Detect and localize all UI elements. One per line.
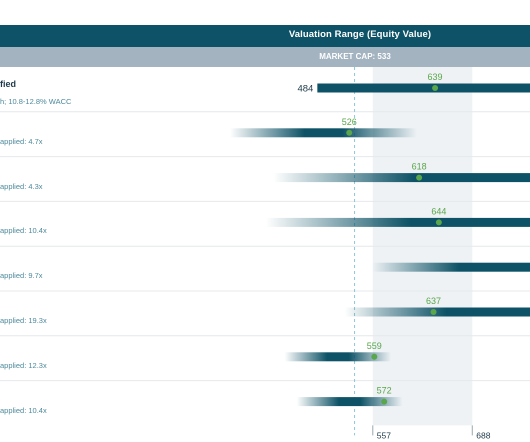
point-estimate-label: 637 [426,296,441,306]
market-cap-bar: MARKET CAP: 533 [0,47,530,67]
row-label: applied: 9.7x [0,271,43,281]
range-bar [284,352,392,362]
chart-title: Valuation Range (Equity Value) [288,29,432,40]
range-bar [265,217,530,227]
range-low-label: 484 [297,84,313,95]
point-estimate-marker [371,353,378,360]
row-label: h; 10.8-12.8% WACC [0,97,72,106]
range-bar [372,262,530,272]
range-bar [296,397,403,407]
row-label: applied: 10.4x [0,226,47,236]
range-bar [273,173,530,183]
point-estimate-label: 644 [431,206,446,216]
row-label: applied: 12.3x [0,360,47,370]
point-estimate-marker [432,85,439,91]
x-tick-label: 688 [476,430,490,440]
x-tick-label: 557 [377,430,391,440]
row-label: applied: 4.3x [0,181,43,191]
row-title: fied [0,79,17,89]
point-estimate-label: 526 [342,117,357,127]
point-estimate-label: 572 [377,386,392,396]
point-estimate-marker [416,174,423,181]
point-estimate-label: 559 [367,341,382,351]
row-label: applied: 19.3x [0,316,47,325]
point-estimate-marker [435,219,442,226]
row-label: applied: 10.4x [0,405,47,415]
range-bar [230,128,417,138]
range-bar [317,83,530,93]
point-estimate-label: 639 [428,72,443,82]
chart-header: Valuation Range (Equity Value) [0,25,530,47]
point-estimate-marker [430,309,437,315]
range-bar [344,307,530,317]
row-label: applied: 4.7x [0,136,43,146]
point-estimate-label: 618 [412,162,427,172]
point-estimate-marker [381,398,388,405]
market-cap-label: MARKET CAP: 533 [319,52,391,61]
point-estimate-marker [346,129,353,136]
